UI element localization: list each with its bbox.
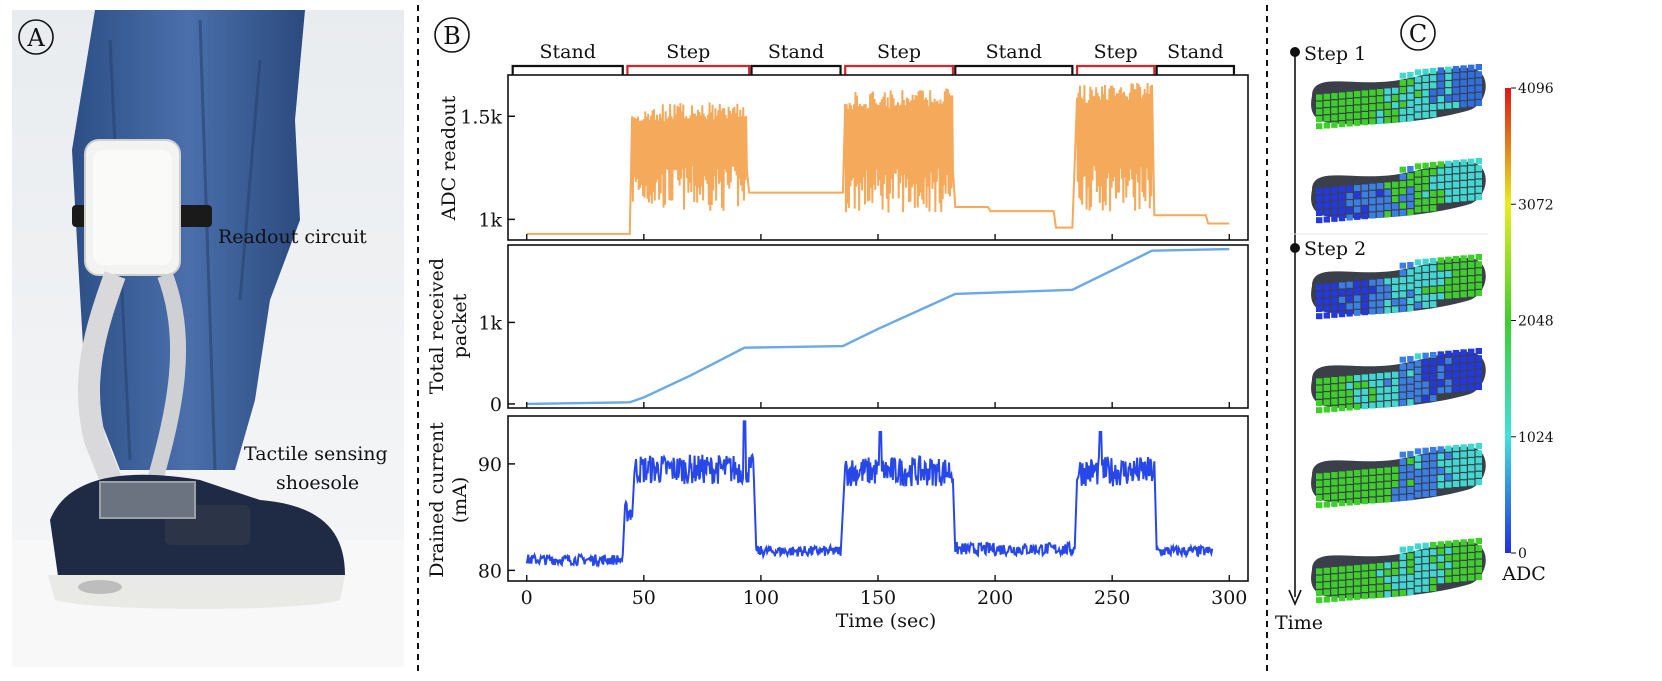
shoesole-label: shoesole [276,472,359,494]
panel-label-c-ring [1400,15,1436,51]
packet-ytick-label-1: 1k [478,312,502,334]
jeans-illustration [72,10,305,471]
adc-series-line [526,82,1230,235]
insole-heatmap-4 [1311,348,1486,414]
panel-label-c: C [1409,20,1427,48]
current-ylabel-line1: Drained current [426,422,448,578]
tactile-sensing-label: Tactile sensing [244,443,388,465]
insole-heatmaps [1311,64,1486,604]
phase-label-2: Stand [768,41,824,63]
panel-label-a: A [26,24,45,52]
phase-bracket-6 [1155,64,1236,75]
step1-marker [1290,47,1300,57]
x-axis: 0 50 100 150 200 250 300 [521,234,1247,609]
phase-bracket-2 [750,64,842,75]
heatmap-panel: C Step 1 Step 2 Time 4096 3072 2048 1024 0 A… [1275,15,1554,634]
phase-bracket-0 [511,64,624,75]
colorbar-tick-label-4: 0 [1518,546,1527,562]
current-ytick-label-0: 80 [478,560,502,582]
xtick-label-0: 0 [521,587,533,609]
time-label: Time [1275,612,1323,634]
photo-panel: A Readout circuit Tactile sensing shoeso… [12,10,404,667]
phase-label-3: Step [877,41,921,63]
phase-label-0: Stand [540,41,596,63]
phase-bracket-5 [1075,64,1156,75]
chart-panel: B Stand Step Stand Step Stand Step Stand 1k 1.5… [426,17,1249,632]
xtick-label-6: 300 [1211,587,1247,609]
packet-series-line [526,247,1230,406]
xtick-label-5: 250 [1094,587,1130,609]
panel-label-b-ring [434,17,470,53]
colorbar-ticks: 4096 3072 2048 1024 0 [1511,81,1554,562]
packet-ylabel-line2: packet [449,293,471,358]
xtick-label-4: 200 [977,587,1013,609]
colorbar-tick-label-1: 3072 [1518,197,1554,213]
step2-label: Step 2 [1304,238,1366,260]
adc-ytick-label-1: 1.5k [460,106,502,128]
phase-label-1: Step [666,41,710,63]
phase-label-6: Stand [1167,41,1223,63]
insole-heatmap-2 [1311,158,1486,224]
phase-bracket-1 [626,64,751,75]
packet-ytick-label-0: 0 [490,394,502,416]
phase-label-4: Stand [986,41,1042,63]
packet-chart: 0 1k Total received packet [426,244,1249,416]
colorbar-tick-label-2: 2048 [1518,314,1554,330]
insole-heatmap-1 [1311,64,1486,130]
phase-bracket-4 [954,64,1074,75]
adc-chart: 1k 1.5k ADC readout [438,74,1249,241]
phase-brackets: Stand Step Stand Step Stand Step Stand [511,41,1236,75]
current-chart: 80 90 Drained current (mA) [426,415,1249,582]
phase-label-5: Step [1094,41,1138,63]
current-series-line [525,420,1214,569]
colorbar-tick-label-0: 4096 [1518,81,1554,97]
current-ytick-label-1: 90 [478,454,502,476]
colorbar [1505,88,1511,553]
colorbar-title: ADC [1501,563,1546,585]
readout-circuit-label: Readout circuit [218,226,367,248]
current-ylabel-line2: (mA) [449,477,471,524]
adc-ytick-label-0: 1k [478,209,502,231]
xtick-label-1: 50 [632,587,656,609]
adc-ylabel: ADC readout [438,95,460,221]
phase-bracket-3 [844,64,955,75]
insole-heatmap-3 [1311,254,1486,320]
panel-label-b: B [443,22,461,50]
ribbon-cable [77,271,187,495]
step2-marker [1290,243,1300,253]
x-axis-label: Time (sec) [836,610,937,632]
panel-label-a-ring [18,19,54,55]
time-arrow-icon [1288,589,1302,607]
packet-ylabel-line1: Total received [426,258,448,394]
readout-circuit-box [72,139,212,276]
packet-chart-frame [507,244,1249,409]
shoe-illustration [48,474,345,609]
insole-heatmap-5 [1311,443,1486,509]
step1-label: Step 1 [1304,43,1366,65]
xtick-label-3: 150 [860,587,896,609]
current-chart-frame [507,415,1249,582]
colorbar-tick-label-3: 1024 [1518,430,1554,446]
insole-heatmap-6 [1311,538,1486,604]
xtick-label-2: 100 [743,587,779,609]
